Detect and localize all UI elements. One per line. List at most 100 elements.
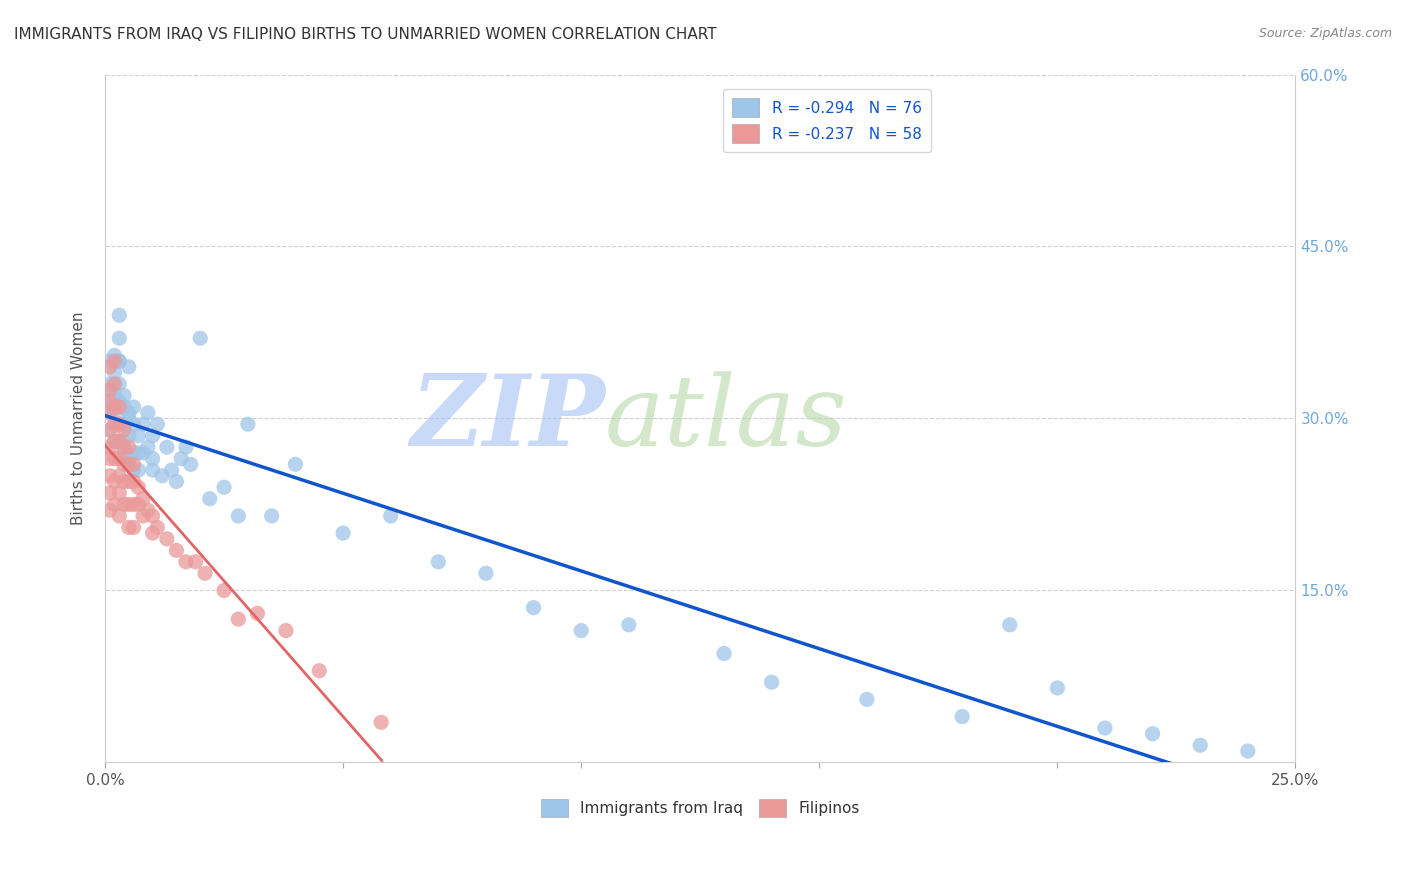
Point bbox=[98, 451, 121, 466]
Point bbox=[198, 491, 221, 506]
Point bbox=[112, 423, 135, 437]
Point bbox=[180, 458, 202, 472]
Point bbox=[103, 434, 125, 449]
Point bbox=[136, 440, 159, 454]
Point bbox=[617, 618, 640, 632]
Point bbox=[142, 451, 165, 466]
Point bbox=[108, 468, 131, 483]
Point bbox=[170, 451, 193, 466]
Point bbox=[246, 607, 269, 621]
Point bbox=[103, 377, 125, 392]
Point bbox=[118, 411, 141, 425]
Point bbox=[132, 417, 155, 432]
Point bbox=[236, 417, 259, 432]
Point bbox=[194, 566, 217, 581]
Point bbox=[98, 468, 121, 483]
Point bbox=[122, 458, 145, 472]
Point bbox=[475, 566, 498, 581]
Point bbox=[127, 498, 149, 512]
Point bbox=[112, 417, 135, 432]
Point bbox=[308, 664, 330, 678]
Point bbox=[112, 400, 135, 414]
Point bbox=[260, 508, 283, 523]
Point bbox=[122, 475, 145, 489]
Point bbox=[108, 434, 131, 449]
Point bbox=[98, 503, 121, 517]
Point bbox=[108, 377, 131, 392]
Point bbox=[112, 475, 135, 489]
Point bbox=[112, 388, 135, 402]
Point bbox=[142, 526, 165, 541]
Point bbox=[103, 475, 125, 489]
Point bbox=[98, 440, 121, 454]
Point bbox=[332, 526, 354, 541]
Point bbox=[132, 508, 155, 523]
Point bbox=[108, 417, 131, 432]
Point bbox=[98, 400, 121, 414]
Point bbox=[212, 583, 235, 598]
Point bbox=[856, 692, 879, 706]
Point bbox=[98, 354, 121, 368]
Point bbox=[1237, 744, 1260, 758]
Point bbox=[136, 503, 159, 517]
Point bbox=[108, 400, 131, 414]
Point bbox=[132, 446, 155, 460]
Point bbox=[103, 400, 125, 414]
Point bbox=[112, 434, 135, 449]
Point bbox=[98, 388, 121, 402]
Point bbox=[1094, 721, 1116, 735]
Point bbox=[569, 624, 592, 638]
Point bbox=[122, 446, 145, 460]
Point bbox=[188, 331, 211, 345]
Point bbox=[1189, 738, 1212, 752]
Point bbox=[127, 480, 149, 494]
Point bbox=[1046, 681, 1069, 695]
Point bbox=[122, 498, 145, 512]
Point bbox=[118, 458, 141, 472]
Point bbox=[950, 709, 973, 723]
Point bbox=[103, 366, 125, 380]
Point bbox=[160, 463, 183, 477]
Point bbox=[761, 675, 783, 690]
Point bbox=[98, 486, 121, 500]
Point bbox=[118, 475, 141, 489]
Point bbox=[103, 354, 125, 368]
Point bbox=[118, 520, 141, 534]
Point bbox=[108, 331, 131, 345]
Y-axis label: Births to Unmarried Women: Births to Unmarried Women bbox=[72, 311, 86, 525]
Point bbox=[108, 354, 131, 368]
Point bbox=[1142, 727, 1164, 741]
Point bbox=[380, 508, 402, 523]
Point bbox=[142, 428, 165, 442]
Point bbox=[122, 417, 145, 432]
Point bbox=[112, 458, 135, 472]
Point bbox=[427, 555, 450, 569]
Point bbox=[713, 647, 735, 661]
Point bbox=[103, 498, 125, 512]
Point bbox=[108, 508, 131, 523]
Point bbox=[274, 624, 297, 638]
Point bbox=[103, 434, 125, 449]
Point bbox=[98, 423, 121, 437]
Point bbox=[212, 480, 235, 494]
Point bbox=[108, 308, 131, 322]
Point bbox=[108, 417, 131, 432]
Point bbox=[174, 555, 197, 569]
Text: IMMIGRANTS FROM IRAQ VS FILIPINO BIRTHS TO UNMARRIED WOMEN CORRELATION CHART: IMMIGRANTS FROM IRAQ VS FILIPINO BIRTHS … bbox=[14, 27, 717, 42]
Point bbox=[103, 451, 125, 466]
Point bbox=[150, 468, 173, 483]
Point bbox=[98, 383, 121, 397]
Point bbox=[108, 354, 131, 368]
Point bbox=[108, 434, 131, 449]
Point bbox=[103, 348, 125, 362]
Point bbox=[98, 423, 121, 437]
Point bbox=[136, 406, 159, 420]
Point bbox=[108, 394, 131, 409]
Point bbox=[118, 406, 141, 420]
Point bbox=[127, 428, 149, 442]
Point bbox=[228, 612, 250, 626]
Legend: Immigrants from Iraq, Filipinos: Immigrants from Iraq, Filipinos bbox=[534, 793, 866, 823]
Point bbox=[112, 440, 135, 454]
Point bbox=[103, 388, 125, 402]
Point bbox=[112, 498, 135, 512]
